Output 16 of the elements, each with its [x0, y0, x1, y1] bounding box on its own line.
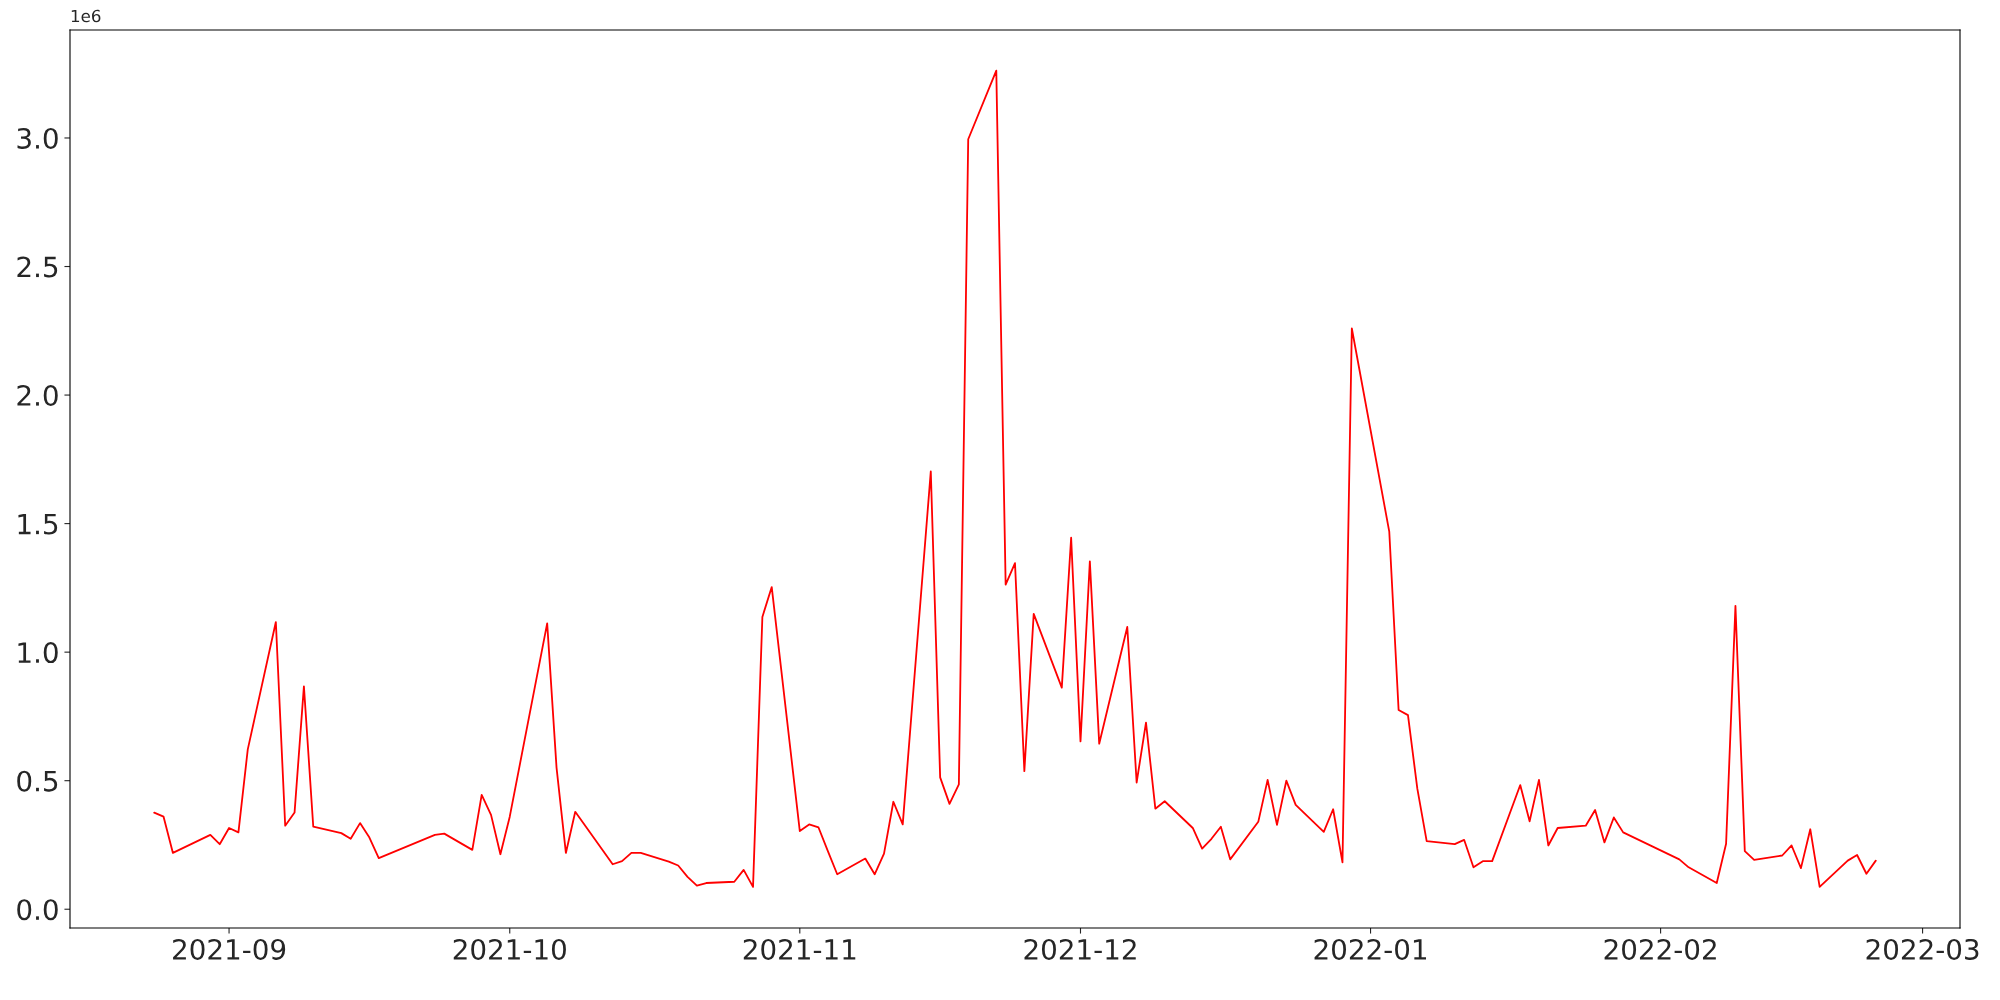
y-tick-label: 1.0 [18, 642, 58, 664]
y-tick-label: 3.0 [17, 127, 58, 149]
x-tick-label: 2021-11 [743, 938, 856, 960]
y-tick-label: 0.5 [17, 770, 58, 792]
x-tick-label: 2021-09 [173, 938, 286, 960]
y-tick-label: 2.0 [17, 385, 58, 407]
y-tick-label: 1.5 [18, 513, 58, 535]
x-tick-label: 2021-12 [1024, 938, 1136, 960]
text: 1e6 [71, 9, 101, 23]
line-series [153, 69, 1877, 888]
y-tick-label: 2.5 [17, 256, 58, 278]
x-tick-label: 2022-03 [1866, 938, 1979, 960]
x-tick-label: 2021-10 [453, 938, 566, 960]
x-tick-label: 2022-01 [1314, 938, 1427, 960]
y-tick-label: 0.0 [17, 899, 58, 921]
x-tick-label: 2022-02 [1604, 938, 1716, 960]
